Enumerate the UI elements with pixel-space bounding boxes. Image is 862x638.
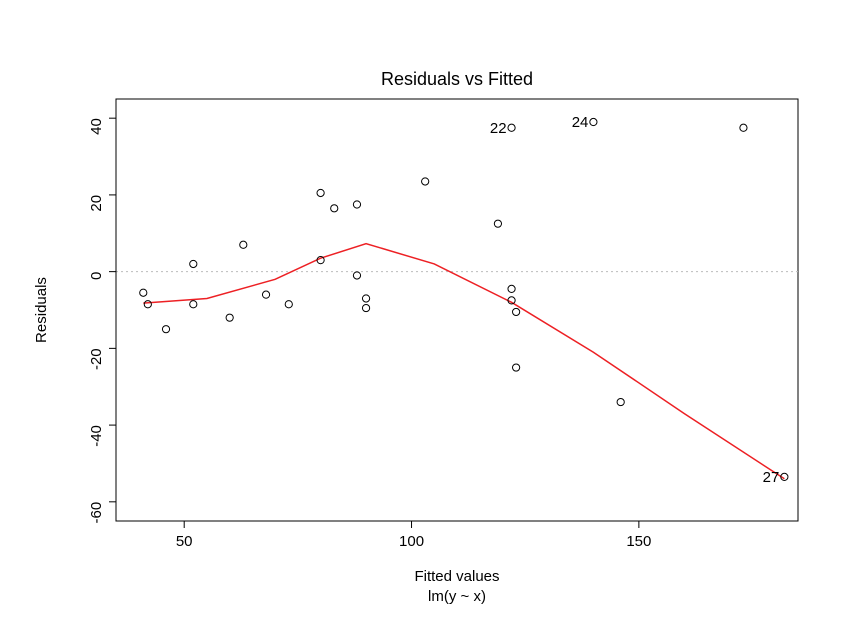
x-tick-label: 50 [176, 533, 193, 550]
data-point [190, 260, 197, 267]
lowess-smoother-line [143, 244, 784, 479]
data-point [422, 178, 429, 185]
y-tick-label: 40 [88, 118, 105, 135]
data-point [144, 301, 151, 308]
outlier-label: 24 [572, 114, 589, 131]
data-point [353, 201, 360, 208]
y-axis: -60 -40 -20 0 20 40 [88, 118, 116, 523]
x-tick-label: 150 [626, 533, 651, 550]
data-points [140, 118, 788, 480]
point-labels: 22 24 27 [490, 114, 779, 486]
data-point [508, 285, 515, 292]
data-point [226, 314, 233, 321]
y-axis-label: Residuals [33, 277, 50, 343]
data-point [508, 124, 515, 131]
outlier-label: 22 [490, 120, 507, 137]
data-point [317, 189, 324, 196]
data-point [140, 289, 147, 296]
outlier-label: 27 [763, 469, 780, 486]
data-point [362, 295, 369, 302]
x-axis-sublabel: lm(y ~ x) [428, 588, 486, 605]
data-point [162, 326, 169, 333]
residuals-vs-fitted-chart: 22 24 27 50 100 150 -60 -40 -20 0 20 40 Residuals… [0, 0, 862, 638]
data-point [617, 398, 624, 405]
data-point [353, 272, 360, 279]
y-tick-label: 0 [88, 272, 105, 280]
data-point [240, 241, 247, 248]
data-point [262, 291, 269, 298]
data-point [190, 301, 197, 308]
data-point [513, 364, 520, 371]
data-point [513, 308, 520, 315]
x-axis: 50 100 150 [176, 521, 652, 550]
chart-title: Residuals vs Fitted [381, 69, 533, 89]
data-point [362, 304, 369, 311]
data-point [590, 118, 597, 125]
plot-border [116, 99, 798, 521]
y-tick-label: -60 [88, 502, 105, 524]
y-tick-label: 20 [88, 195, 105, 212]
data-point [494, 220, 501, 227]
data-point [331, 205, 338, 212]
data-point [740, 124, 747, 131]
data-point [285, 301, 292, 308]
y-tick-label: -40 [88, 425, 105, 447]
x-axis-label: Fitted values [414, 568, 499, 585]
x-tick-label: 100 [399, 533, 424, 550]
y-tick-label: -20 [88, 348, 105, 370]
